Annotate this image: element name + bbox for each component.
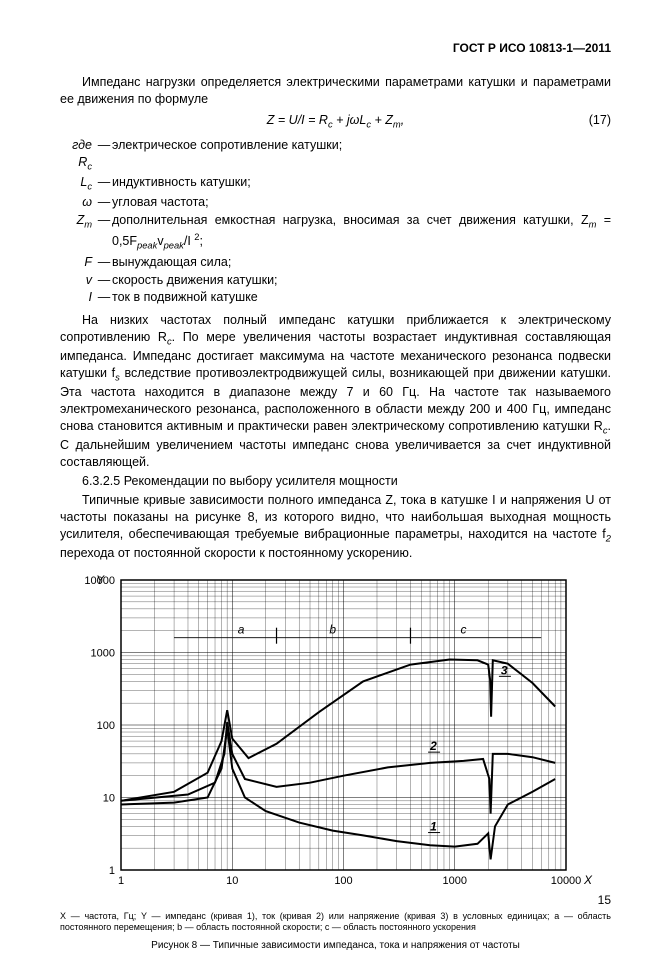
def-text: индуктивность катушки;: [112, 174, 611, 193]
paragraph-body-2: Типичные кривые зависимости полного импе…: [60, 492, 611, 562]
equation-number: (17): [589, 112, 611, 129]
region-label: a: [237, 622, 244, 636]
svg-text:10: 10: [226, 875, 238, 887]
curve-label: 1: [430, 819, 437, 833]
definition-row: Lc—индуктивность катушки;: [60, 174, 611, 193]
text: Импеданс нагрузки определяется электриче…: [60, 75, 611, 106]
definition-row: I—ток в подвижной катушке: [60, 289, 611, 306]
figure-title: Рисунок 8 — Типичные зависимости импедан…: [60, 939, 611, 953]
region-label: b: [329, 622, 336, 636]
svg-text:1000: 1000: [442, 875, 466, 887]
def-dash: —: [96, 194, 112, 211]
def-symbol: F: [60, 254, 96, 271]
definition-row: F—вынуждающая сила;: [60, 254, 611, 271]
def-text: дополнительная емкостная нагрузка, вноси…: [112, 212, 611, 252]
svg-text:10000: 10000: [550, 875, 581, 887]
x-axis-label: X: [583, 873, 593, 887]
definition-row: где Rc—электрическое сопротивление катуш…: [60, 137, 611, 173]
svg-text:10: 10: [102, 792, 114, 804]
definition-row: Zm—дополнительная емкостная нагрузка, вн…: [60, 212, 611, 252]
def-symbol: ω: [60, 194, 96, 211]
def-dash: —: [96, 272, 112, 289]
definition-row: v—скорость движения катушки;: [60, 272, 611, 289]
def-text: вынуждающая сила;: [112, 254, 611, 271]
def-symbol: Lc: [60, 174, 96, 193]
region-label: c: [460, 622, 466, 636]
curve-label: 3: [500, 663, 507, 677]
def-text: ток в подвижной катушке: [112, 289, 611, 306]
def-symbol: I: [60, 289, 96, 306]
paragraph-intro: Импеданс нагрузки определяется электриче…: [60, 74, 611, 108]
paragraph-body: На низких частотах полный импеданс катуш…: [60, 312, 611, 471]
formula-text: Z = U/I = Rc + jωLc + Zm,: [267, 113, 404, 127]
curve-label: 2: [429, 739, 437, 753]
svg-text:100: 100: [334, 875, 352, 887]
def-dash: —: [96, 289, 112, 306]
svg-text:1: 1: [117, 875, 123, 887]
def-text: электрическое сопротивление катушки;: [112, 137, 611, 173]
def-dash: —: [96, 174, 112, 193]
page-number: 15: [598, 892, 611, 908]
svg-text:1000: 1000: [90, 647, 114, 659]
figure-8: 110100100010000110100100010000abc321XY: [60, 570, 611, 905]
def-symbol: v: [60, 272, 96, 289]
def-dash: —: [96, 254, 112, 271]
def-symbol: Zm: [60, 212, 96, 252]
def-text: скорость движения катушки;: [112, 272, 611, 289]
loglog-chart: 110100100010000110100100010000abc321XY: [76, 570, 596, 900]
y-axis-label: Y: [96, 573, 105, 587]
def-dash: —: [96, 137, 112, 173]
definition-row: ω—угловая частота;: [60, 194, 611, 211]
def-symbol: где Rc: [60, 137, 96, 173]
def-text: угловая частота;: [112, 194, 611, 211]
svg-text:1: 1: [108, 865, 114, 877]
svg-text:100: 100: [96, 720, 114, 732]
axis-legend-caption: X — частота, Гц; Y — импеданс (кривая 1)…: [60, 911, 611, 934]
def-dash: —: [96, 212, 112, 252]
document-page: ГОСТ Р ИСО 10813-1—2011 Импеданс нагрузк…: [0, 0, 661, 936]
formula-17: Z = U/I = Rc + jωLc + Zm, (17): [60, 112, 611, 131]
definition-list: где Rc—электрическое сопротивление катуш…: [60, 137, 611, 306]
section-heading: 6.3.2.5 Рекомендации по выбору усилителя…: [60, 473, 611, 490]
gost-header: ГОСТ Р ИСО 10813-1—2011: [60, 40, 611, 56]
